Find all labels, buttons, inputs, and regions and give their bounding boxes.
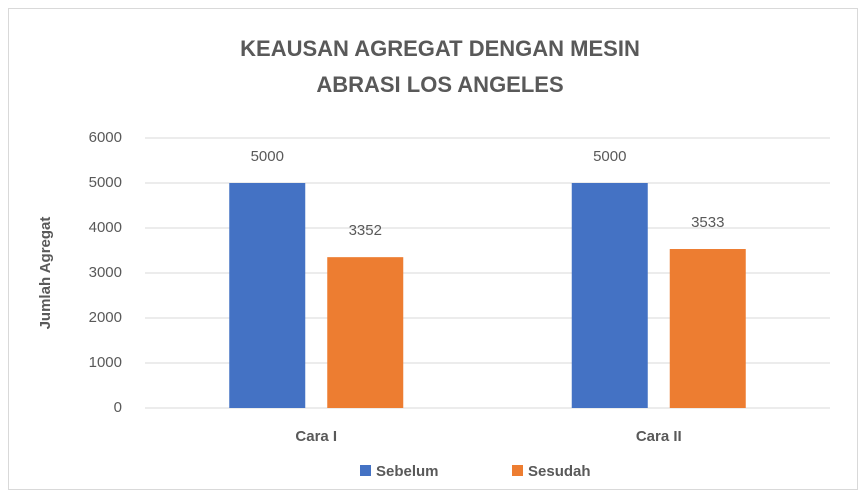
chart-title: ABRASI LOS ANGELES: [316, 72, 563, 97]
y-tick-label: 3000: [89, 264, 122, 281]
data-label: 5000: [251, 148, 284, 165]
y-tick-label: 1000: [89, 354, 122, 371]
data-label: 3533: [691, 214, 724, 231]
data-label: 3352: [349, 222, 382, 239]
y-tick-label: 5000: [89, 174, 122, 191]
x-tick-label: Cara I: [295, 428, 337, 445]
legend-label: Sesudah: [528, 463, 591, 480]
y-tick-label: 0: [114, 399, 122, 416]
bar: [571, 183, 648, 408]
chart-border: [8, 8, 858, 490]
y-tick-label: 6000: [89, 129, 122, 146]
bar: [229, 183, 306, 408]
legend-swatch: [512, 465, 523, 476]
data-label: 5000: [593, 148, 626, 165]
y-tick-label: 4000: [89, 219, 122, 236]
legend-swatch: [360, 465, 371, 476]
bar: [669, 249, 746, 408]
x-tick-label: Cara II: [636, 428, 682, 445]
chart-title: KEAUSAN AGREGAT DENGAN MESIN: [240, 36, 640, 61]
legend-label: Sebelum: [376, 463, 439, 480]
y-tick-label: 2000: [89, 309, 122, 326]
y-axis-label: Jumlah Agregat: [37, 217, 54, 330]
bar: [327, 257, 404, 408]
